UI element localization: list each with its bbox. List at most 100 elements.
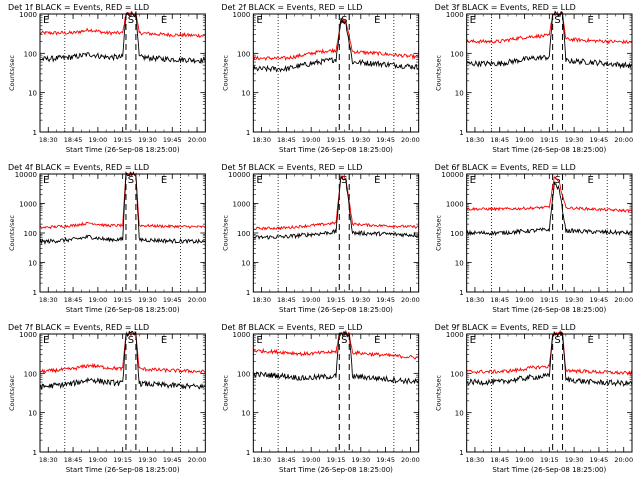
interval-marker-e: E bbox=[43, 335, 49, 346]
x-tick-label: 19:00 bbox=[88, 296, 107, 304]
x-axis-label: Start Time (26-Sep-08 18:25:00) bbox=[279, 306, 393, 314]
x-tick-label: 19:30 bbox=[351, 136, 370, 144]
series-events-line bbox=[253, 176, 420, 240]
interval-marker-e: E bbox=[43, 175, 49, 186]
x-tick-label: 19:00 bbox=[88, 456, 107, 464]
interval-marker-e: E bbox=[587, 335, 593, 346]
interval-marker-s: S bbox=[554, 15, 560, 26]
interval-marker-e: E bbox=[161, 335, 167, 346]
y-tick-label: 10000 bbox=[15, 171, 37, 179]
y-tick-label: 10000 bbox=[441, 171, 463, 179]
x-axis-label: Start Time (26-Sep-08 18:25:00) bbox=[492, 146, 606, 154]
panel-title: Det 8f BLACK = Events, RED = LLD bbox=[221, 323, 362, 332]
plot-frame bbox=[252, 333, 420, 453]
y-axis-label: Counts/sec bbox=[8, 375, 16, 411]
x-tick-label: 18:45 bbox=[277, 296, 296, 304]
y-axis-label: Counts/sec bbox=[221, 55, 229, 91]
x-tick-label: 19:15 bbox=[327, 296, 346, 304]
x-tick-label: 19:30 bbox=[565, 296, 584, 304]
y-tick-label: 10 bbox=[28, 260, 37, 268]
x-tick-label: 19:45 bbox=[376, 456, 395, 464]
y-axis-label: Counts/sec bbox=[435, 55, 443, 91]
y-tick-label: 100 bbox=[237, 370, 250, 378]
interval-marker-e: E bbox=[470, 175, 476, 186]
x-axis-label: Start Time (26-Sep-08 18:25:00) bbox=[66, 466, 180, 474]
panel-title: Det 2f BLACK = Events, RED = LLD bbox=[221, 3, 362, 12]
y-tick-label: 10 bbox=[241, 410, 250, 418]
series-events-line bbox=[466, 329, 633, 387]
y-axis-label: Counts/sec bbox=[435, 375, 443, 411]
x-axis-label: Start Time (26-Sep-08 18:25:00) bbox=[66, 306, 180, 314]
x-tick-label: 20:00 bbox=[401, 456, 420, 464]
detector-panel-8: Det 8f BLACK = Events, RED = LLD 1 10 100 10… bbox=[221, 323, 419, 474]
y-tick-label: 1000 bbox=[233, 11, 251, 19]
series-events-line bbox=[39, 330, 206, 390]
detector-panel-9: Det 9f BLACK = Events, RED = LLD 1 10 100 10… bbox=[435, 323, 633, 474]
series-lld-line bbox=[39, 171, 206, 230]
panel-title: Det 3f BLACK = Events, RED = LLD bbox=[435, 3, 576, 12]
y-tick-label: 100 bbox=[24, 370, 37, 378]
x-tick-label: 18:30 bbox=[252, 296, 271, 304]
x-tick-label: 19:30 bbox=[138, 456, 157, 464]
x-tick-label: 18:45 bbox=[277, 456, 296, 464]
interval-marker-e: E bbox=[587, 15, 593, 26]
interval-marker-e: E bbox=[374, 335, 380, 346]
x-tick-label: 19:30 bbox=[138, 136, 157, 144]
x-tick-label: 20:00 bbox=[614, 456, 633, 464]
x-tick-label: 18:30 bbox=[466, 296, 485, 304]
series-lld-line bbox=[39, 331, 206, 374]
interval-marker-e: E bbox=[161, 175, 167, 186]
y-axis-label: Counts/sec bbox=[221, 215, 229, 251]
x-axis-label: Start Time (26-Sep-08 18:25:00) bbox=[492, 306, 606, 314]
x-tick-label: 18:45 bbox=[490, 136, 509, 144]
plot-frame bbox=[252, 173, 420, 293]
x-tick-label: 18:30 bbox=[466, 456, 485, 464]
x-axis-label: Start Time (26-Sep-08 18:25:00) bbox=[66, 146, 180, 154]
panel-title: Det 1f BLACK = Events, RED = LLD bbox=[8, 3, 149, 12]
y-tick-label: 100 bbox=[24, 50, 37, 58]
x-tick-label: 18:45 bbox=[277, 136, 296, 144]
interval-marker-e: E bbox=[587, 175, 593, 186]
y-tick-label: 1 bbox=[459, 289, 463, 297]
interval-marker-e: E bbox=[256, 175, 262, 186]
interval-marker-e: E bbox=[161, 15, 167, 26]
interval-marker-s: S bbox=[128, 335, 134, 346]
x-tick-label: 18:30 bbox=[252, 136, 271, 144]
series-lld-line bbox=[253, 18, 420, 61]
detector-panel-3: Det 3f BLACK = Events, RED = LLD 1 10 100 10… bbox=[435, 3, 633, 154]
interval-marker-s: S bbox=[128, 175, 134, 186]
detector-panel-1: Det 1f BLACK = Events, RED = LLD 1 10 100 10… bbox=[8, 3, 206, 154]
x-tick-label: 19:00 bbox=[302, 136, 321, 144]
x-tick-label: 20:00 bbox=[188, 456, 207, 464]
panel-title: Det 6f BLACK = Events, RED = LLD bbox=[435, 163, 576, 172]
panel-title: Det 4f BLACK = Events, RED = LLD bbox=[8, 163, 149, 172]
interval-marker-s: S bbox=[554, 335, 560, 346]
y-tick-label: 10 bbox=[241, 90, 250, 98]
y-tick-label: 10 bbox=[455, 410, 464, 418]
interval-marker-e: E bbox=[470, 335, 476, 346]
interval-marker-s: S bbox=[341, 175, 347, 186]
series-events-line bbox=[252, 18, 419, 73]
y-tick-label: 1 bbox=[246, 129, 250, 137]
series-events-line bbox=[39, 170, 206, 246]
x-tick-label: 18:30 bbox=[466, 136, 485, 144]
series-lld-line bbox=[466, 331, 633, 377]
y-tick-label: 10 bbox=[455, 260, 464, 268]
x-tick-label: 18:45 bbox=[64, 136, 83, 144]
y-tick-label: 1 bbox=[246, 289, 250, 297]
y-tick-label: 1 bbox=[33, 449, 37, 457]
x-tick-label: 20:00 bbox=[614, 136, 633, 144]
x-tick-label: 19:15 bbox=[540, 296, 559, 304]
x-tick-label: 19:45 bbox=[163, 296, 182, 304]
plot-frame bbox=[466, 333, 633, 453]
y-tick-label: 1 bbox=[33, 289, 37, 297]
plot-frame bbox=[39, 173, 206, 293]
series-lld-line bbox=[252, 174, 419, 231]
y-tick-label: 100 bbox=[450, 370, 463, 378]
y-axis-label: Counts/sec bbox=[221, 375, 229, 411]
interval-marker-s: S bbox=[128, 15, 134, 26]
x-tick-label: 20:00 bbox=[188, 136, 207, 144]
interval-marker-e: E bbox=[374, 15, 380, 26]
y-tick-label: 1 bbox=[246, 449, 250, 457]
